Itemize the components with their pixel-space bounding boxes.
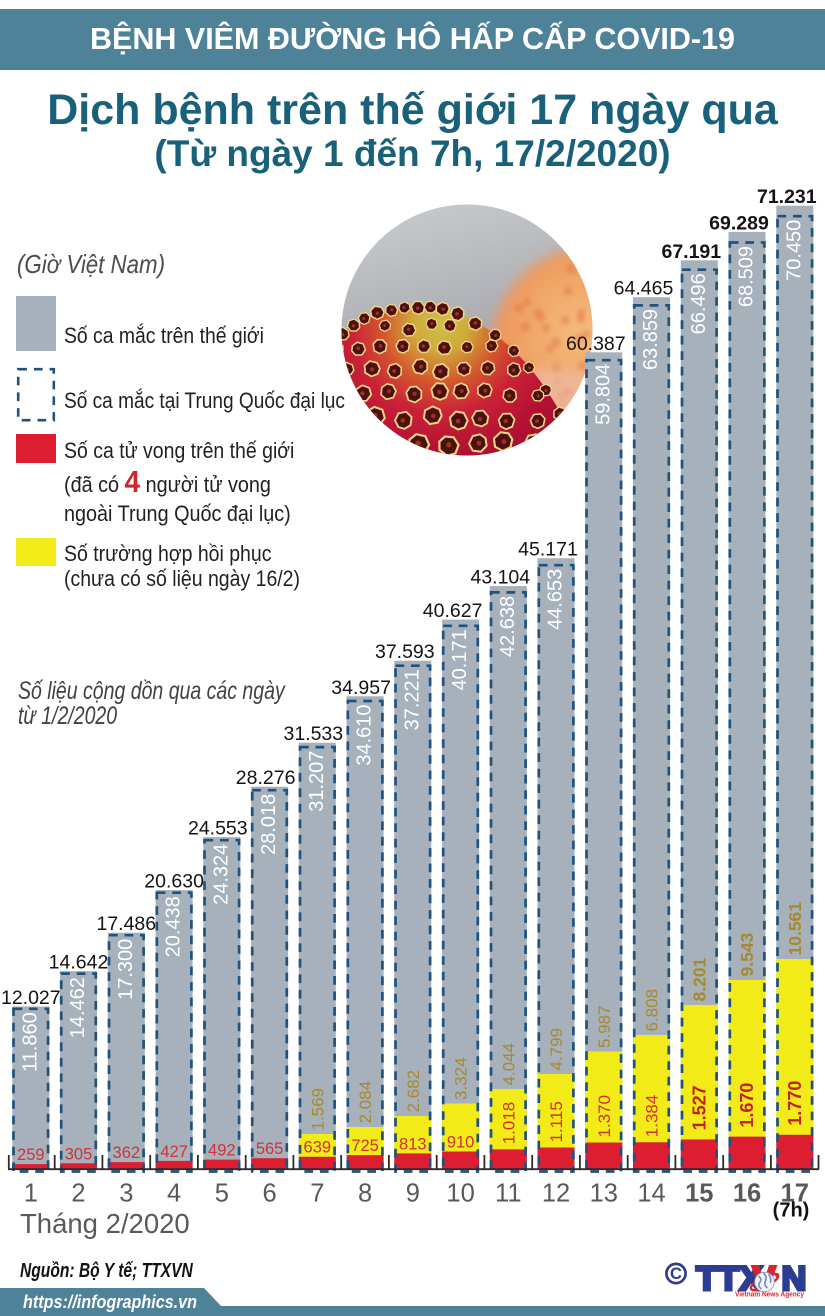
svg-text:14.642: 14.642 [49, 952, 109, 974]
svg-text:17: 17 [781, 1180, 809, 1208]
svg-text:305: 305 [65, 1145, 93, 1163]
svg-text:42.638: 42.638 [497, 596, 519, 657]
svg-text:63.859: 63.859 [640, 309, 662, 370]
svg-text:1.569: 1.569 [308, 1088, 327, 1131]
svg-text:40.627: 40.627 [423, 600, 483, 622]
svg-text:20.630: 20.630 [144, 871, 204, 893]
svg-text:10.561: 10.561 [785, 902, 805, 956]
svg-text:6: 6 [263, 1180, 277, 1208]
svg-text:427: 427 [160, 1143, 188, 1161]
svg-text:17.300: 17.300 [115, 939, 137, 1000]
svg-text:910: 910 [447, 1134, 475, 1152]
svg-text:(7h): (7h) [773, 1200, 810, 1222]
svg-text:813: 813 [399, 1135, 427, 1153]
svg-text:2.084: 2.084 [356, 1081, 375, 1124]
svg-text:9.543: 9.543 [737, 932, 757, 976]
svg-text:24.553: 24.553 [188, 818, 248, 840]
svg-text:68.509: 68.509 [736, 246, 758, 307]
svg-text:1.770: 1.770 [785, 1081, 805, 1126]
svg-text:1: 1 [24, 1180, 38, 1208]
svg-text:2: 2 [71, 1180, 85, 1208]
svg-text:639: 639 [304, 1139, 332, 1157]
svg-text:34.610: 34.610 [354, 705, 376, 766]
svg-text:71.231: 71.231 [757, 186, 817, 208]
svg-text:24.324: 24.324 [210, 844, 232, 905]
svg-text:12: 12 [542, 1180, 570, 1208]
svg-text:28.276: 28.276 [236, 767, 296, 789]
svg-text:43.104: 43.104 [470, 567, 530, 589]
svg-text:12.027: 12.027 [1, 987, 61, 1009]
svg-text:1.670: 1.670 [737, 1083, 757, 1128]
svg-text:66.496: 66.496 [688, 273, 710, 334]
svg-text:37.221: 37.221 [401, 669, 423, 730]
svg-text:13: 13 [590, 1180, 618, 1208]
svg-text:492: 492 [208, 1142, 236, 1160]
svg-text:14: 14 [637, 1180, 665, 1208]
svg-text:45.171: 45.171 [518, 539, 578, 561]
svg-text:2.682: 2.682 [404, 1070, 423, 1113]
svg-text:4.044: 4.044 [499, 1043, 518, 1086]
svg-text:6.808: 6.808 [643, 989, 662, 1032]
svg-text:10: 10 [446, 1180, 474, 1208]
svg-text:34.957: 34.957 [331, 677, 391, 699]
svg-text:3.324: 3.324 [452, 1057, 471, 1100]
svg-text:28.018: 28.018 [258, 794, 280, 855]
svg-text:7: 7 [310, 1180, 324, 1208]
svg-text:31.533: 31.533 [283, 723, 343, 745]
svg-text:3: 3 [119, 1180, 133, 1208]
svg-text:565: 565 [256, 1140, 284, 1158]
svg-text:11.860: 11.860 [19, 1012, 41, 1072]
svg-text:60.387: 60.387 [566, 333, 626, 355]
svg-text:1.018: 1.018 [499, 1102, 518, 1145]
svg-text:31.207: 31.207 [306, 751, 328, 812]
svg-text:725: 725 [351, 1137, 379, 1155]
svg-text:1.527: 1.527 [689, 1085, 709, 1130]
svg-text:259: 259 [17, 1146, 45, 1164]
svg-text:70.450: 70.450 [783, 220, 805, 281]
svg-text:TTX: TTX [696, 1260, 763, 1298]
svg-text:1.384: 1.384 [643, 1095, 662, 1138]
svg-text:17.486: 17.486 [96, 913, 156, 935]
svg-text:8: 8 [358, 1180, 372, 1208]
svg-text:20.438: 20.438 [163, 896, 185, 957]
svg-text:1.115: 1.115 [547, 1101, 566, 1142]
svg-text:N: N [782, 1260, 807, 1298]
svg-text:40.171: 40.171 [449, 629, 471, 690]
svg-text:4.799: 4.799 [547, 1028, 566, 1071]
svg-text:15: 15 [685, 1180, 713, 1208]
svg-text:37.593: 37.593 [375, 641, 435, 663]
svg-text:67.191: 67.191 [661, 241, 721, 263]
svg-text:4: 4 [167, 1180, 181, 1208]
svg-text:5.987: 5.987 [595, 1005, 614, 1048]
svg-text:8.201: 8.201 [689, 957, 709, 1001]
svg-text:59.804: 59.804 [592, 364, 614, 425]
svg-text:Tháng 2/2020: Tháng 2/2020 [20, 1208, 190, 1239]
svg-text:https://infographics.vn: https://infographics.vn [23, 1291, 197, 1312]
svg-text:64.465: 64.465 [614, 278, 674, 300]
svg-text:14.462: 14.462 [67, 977, 89, 1038]
svg-text:362: 362 [113, 1144, 141, 1162]
svg-text:69.289: 69.289 [709, 212, 769, 234]
svg-text:16: 16 [733, 1180, 761, 1208]
svg-text:C: C [670, 1265, 682, 1283]
svg-text:1.370: 1.370 [595, 1095, 614, 1138]
svg-text:44.653: 44.653 [545, 569, 567, 630]
svg-text:11: 11 [495, 1180, 521, 1208]
svg-text:9: 9 [406, 1180, 420, 1208]
svg-text:5: 5 [215, 1180, 229, 1208]
svg-text:Vietnam News Agency: Vietnam News Agency [735, 1290, 805, 1299]
